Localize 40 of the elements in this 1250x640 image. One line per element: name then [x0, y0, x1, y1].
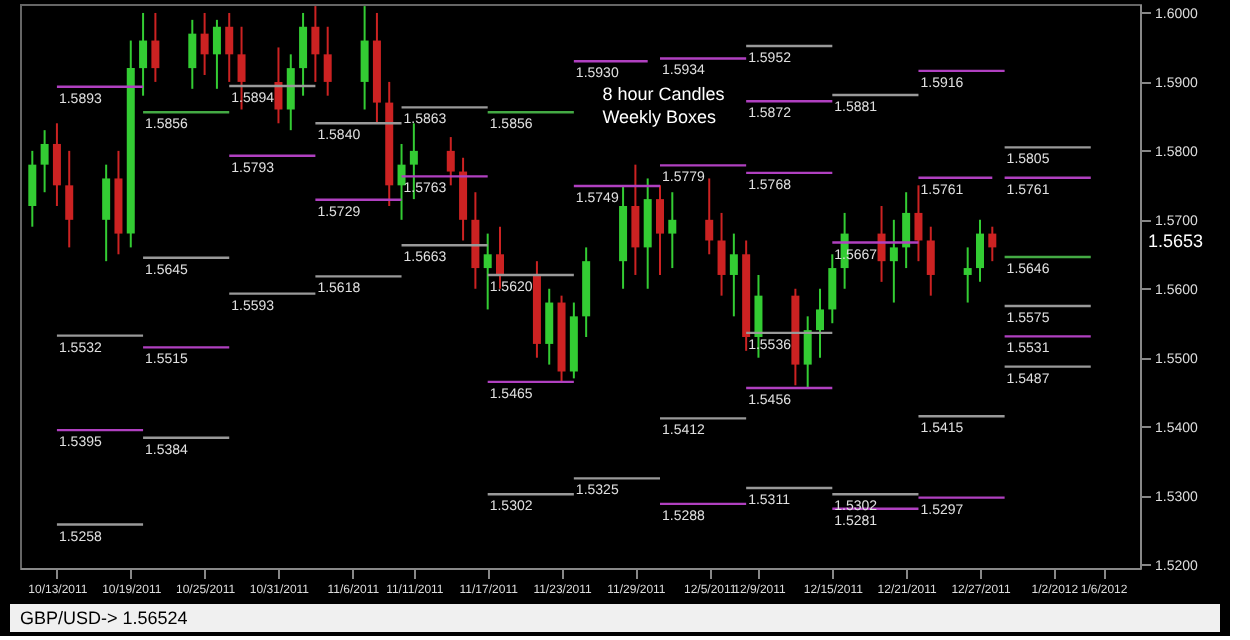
candlestick — [668, 191, 677, 270]
candlestick — [828, 253, 837, 325]
candlestick — [483, 232, 492, 311]
candlestick — [631, 163, 640, 276]
candlestick — [963, 246, 972, 304]
candlestick — [988, 225, 997, 263]
candlestick — [902, 191, 911, 270]
text: GBP/USD-> 1.56524 — [20, 607, 188, 628]
candlestick — [188, 18, 197, 90]
candlestick — [656, 184, 664, 276]
candlestick — [914, 184, 923, 263]
annotation: 8 hour Candles — [602, 84, 726, 105]
candlestick — [889, 218, 898, 304]
candlestick — [446, 136, 455, 187]
candlestick — [323, 25, 332, 97]
candlestick — [926, 225, 935, 297]
candlestick — [299, 11, 308, 97]
candlestick — [976, 218, 984, 283]
candlestick — [816, 287, 824, 359]
candlestick — [274, 46, 283, 125]
candlestick — [286, 53, 295, 132]
candlestick — [545, 287, 554, 366]
candlestick — [225, 11, 234, 83]
candlestick — [40, 129, 49, 194]
candlestick — [212, 18, 221, 90]
candlestick — [705, 177, 714, 256]
candlestick — [803, 315, 812, 390]
candlestick — [52, 122, 61, 208]
candlestick — [102, 163, 111, 263]
text: 1.5653 — [1148, 230, 1204, 251]
candlestick — [311, 5, 320, 83]
candlestick — [65, 149, 74, 249]
candlestick — [717, 211, 726, 297]
candlestick — [139, 11, 148, 97]
candlestick — [360, 5, 369, 111]
candlestick — [729, 232, 738, 318]
candlestick — [200, 11, 209, 77]
candlestick — [151, 11, 160, 83]
annotation: Weekly Boxes — [602, 106, 718, 127]
candlestick — [28, 149, 37, 228]
